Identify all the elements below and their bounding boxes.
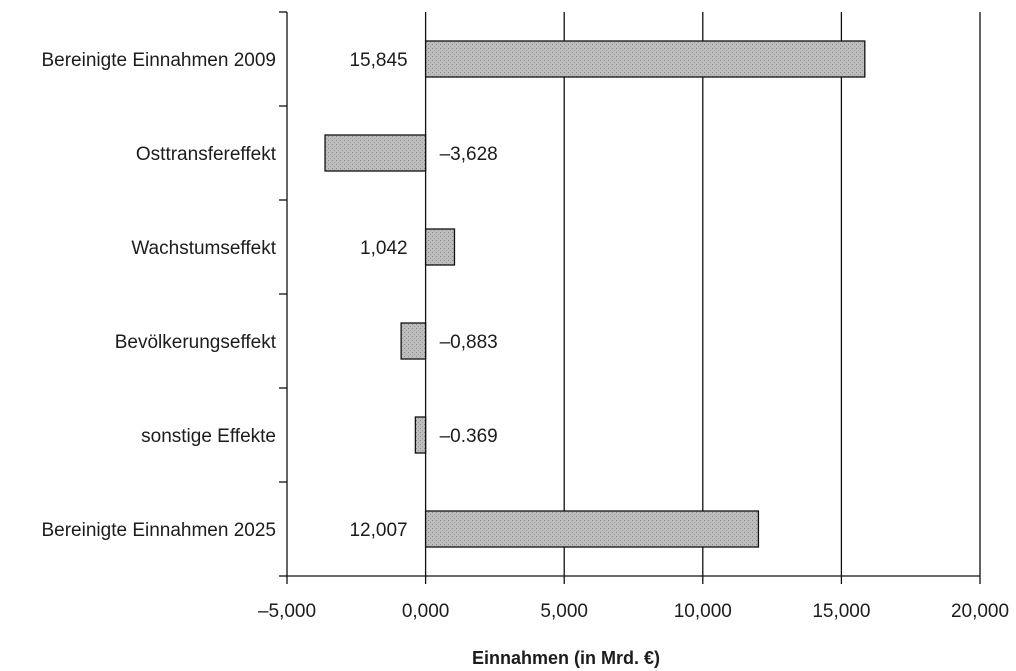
value-label: –0,883 — [440, 332, 498, 353]
bar — [415, 417, 425, 453]
bar — [401, 323, 425, 359]
category-label: Osttransfereffekt — [136, 144, 277, 165]
bar — [426, 511, 759, 547]
x-tick-label: 15,000 — [812, 601, 870, 622]
x-tick-label: 5,000 — [540, 601, 588, 622]
category-label: Bevölkerungseffekt — [115, 332, 277, 353]
x-tick-label: –5,000 — [258, 601, 316, 622]
value-label: –0.369 — [440, 426, 498, 447]
category-label: Bereinigte Einnahmen 2009 — [41, 50, 276, 71]
x-tick-label: 20,000 — [951, 601, 1009, 622]
x-tick-label: 0,000 — [402, 601, 450, 622]
x-axis-title: Einnahmen (in Mrd. €) — [472, 648, 660, 668]
bar — [426, 41, 865, 77]
value-label: 12,007 — [349, 520, 407, 541]
bar — [426, 229, 455, 265]
value-label: 1,042 — [360, 238, 408, 259]
category-label: Bereinigte Einnahmen 2025 — [41, 520, 276, 541]
grid — [426, 12, 980, 576]
x-tick-label: 10,000 — [674, 601, 732, 622]
value-label: 15,845 — [349, 50, 407, 71]
axes — [279, 12, 980, 584]
category-label: sonstige Effekte — [141, 426, 276, 447]
bar — [325, 135, 426, 171]
category-label: Wachstumseffekt — [131, 238, 276, 259]
bars — [325, 41, 865, 547]
value-label: –3,628 — [440, 144, 498, 165]
